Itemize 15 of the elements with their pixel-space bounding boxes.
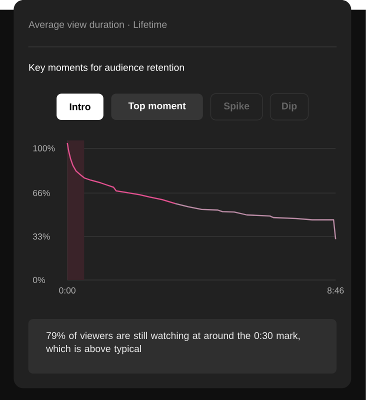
y-tick-label: 66% xyxy=(33,190,50,196)
x-tick-label: 8:46 xyxy=(328,287,344,294)
line-series xyxy=(66,142,176,204)
chart-title: Key moments for audience retention xyxy=(29,64,184,73)
y-tick-label: 33% xyxy=(33,233,50,240)
text: Spike xyxy=(224,102,250,112)
text: Intro xyxy=(70,103,90,110)
chart-subtitle: Average view duration · Lifetime xyxy=(28,20,167,30)
text: 79% of viewers are still watching at around the 0:30 mark, which is above typical xyxy=(46,332,300,354)
text: Dip xyxy=(282,102,297,112)
y-tick-label: 0% xyxy=(33,276,46,284)
y-tick-label: 100% xyxy=(33,145,55,152)
line-series xyxy=(174,202,336,240)
x-tick-label: 0:00 xyxy=(59,287,76,294)
text: Top moment xyxy=(128,102,186,112)
